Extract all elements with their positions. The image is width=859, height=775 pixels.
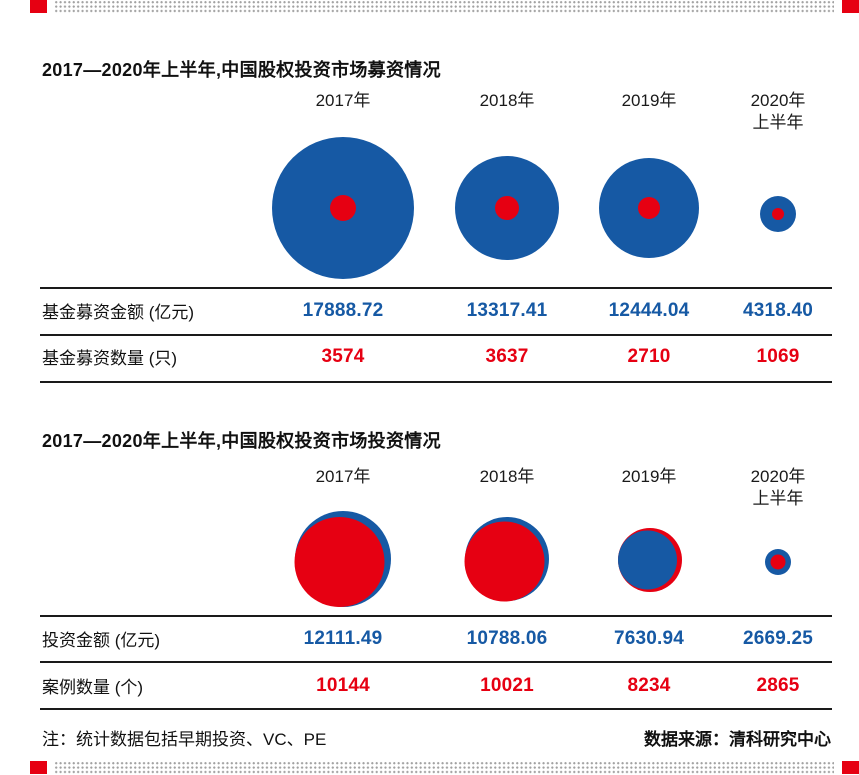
- case-count-value-2017: 10144: [316, 675, 370, 696]
- year-label: 2017年: [315, 91, 371, 110]
- column-header-2020: 2020年上半年: [751, 466, 806, 510]
- divider: [40, 661, 832, 663]
- invest-amount-value-2020: 2669.25: [742, 628, 814, 649]
- bottom-dotted-border: [0, 761, 859, 774]
- fund-amount-value-2020: 4318.40: [742, 300, 814, 321]
- invest-count-bubble-2020: [770, 554, 786, 570]
- red-square-icon: [842, 761, 859, 774]
- footnote-source: 数据来源：清科研究中心: [644, 730, 831, 749]
- fund-count-bubble-2017: [330, 195, 356, 221]
- fund-count-value-2019: 2710: [627, 346, 671, 367]
- year-label: 2019年: [621, 467, 677, 486]
- year-label: 2020年: [750, 467, 806, 486]
- red-square-icon: [30, 761, 47, 774]
- column-header-2017: 2017年: [316, 90, 371, 112]
- invest-amount-value-2017: 12111.49: [303, 628, 383, 649]
- year-label: 2019年: [621, 91, 677, 110]
- top-dotted-border: [0, 0, 859, 13]
- dot-pattern: [54, 0, 834, 13]
- fund-amount-value-2019: 12444.04: [608, 300, 690, 321]
- divider: [40, 287, 832, 289]
- invest-amount-row-label: 投资金额 (亿元): [42, 631, 161, 650]
- case-count-row-label: 案例数量 (个): [42, 678, 144, 697]
- fund-count-bubble-2018: [495, 196, 519, 220]
- case-count-value-2020: 2865: [756, 675, 800, 696]
- fund-count-row-label: 基金募资数量 (只): [42, 349, 178, 368]
- year-label: 2018年: [479, 467, 535, 486]
- column-header-2018: 2018年: [480, 466, 535, 488]
- column-header-2019: 2019年: [622, 90, 677, 112]
- red-square-icon: [30, 0, 47, 13]
- section1-title: 2017—2020年上半年,中国股权投资市场募资情况: [42, 59, 441, 80]
- investment-bubble-chart: [294, 511, 791, 607]
- year-label: 2017年: [315, 467, 371, 486]
- case-count-value-2018: 10021: [480, 675, 534, 696]
- fundraising-bubble-chart: [272, 137, 796, 279]
- fund-amount-value-2017: 17888.72: [302, 300, 384, 321]
- column-header-2017: 2017年: [316, 466, 371, 488]
- divider: [40, 708, 832, 710]
- case-count-value-2019: 8234: [627, 675, 671, 696]
- divider: [40, 381, 832, 383]
- invest-count-bubble-2018: [464, 521, 545, 602]
- red-square-icon: [842, 0, 859, 13]
- year-label: 2020年: [750, 91, 806, 110]
- year-label: 2018年: [479, 91, 535, 110]
- invest-amount-bubble-2019: [618, 530, 677, 590]
- fund-count-value-2018: 3637: [485, 346, 529, 367]
- dot-pattern: [54, 761, 834, 774]
- invest-amount-value-2018: 10788.06: [466, 628, 548, 649]
- column-header-2018: 2018年: [480, 90, 535, 112]
- column-header-2019: 2019年: [622, 466, 677, 488]
- invest-count-bubble-2017: [294, 517, 385, 607]
- divider: [40, 334, 832, 336]
- fund-amount-row-label: 基金募资金额 (亿元): [42, 303, 195, 322]
- half-year-label: 上半年: [752, 113, 804, 132]
- column-header-2020: 2020年上半年: [751, 90, 806, 134]
- fund-count-value-2020: 1069: [756, 346, 800, 367]
- fund-amount-value-2018: 13317.41: [466, 300, 548, 321]
- fund-count-value-2017: 3574: [321, 346, 365, 367]
- half-year-label: 上半年: [752, 489, 804, 508]
- section2-title: 2017—2020年上半年,中国股权投资市场投资情况: [42, 430, 441, 451]
- invest-amount-value-2019: 7630.94: [613, 628, 685, 649]
- fund-count-bubble-2020: [772, 208, 784, 220]
- footnote-scope: 注：统计数据包括早期投资、VC、PE: [42, 730, 327, 749]
- divider: [40, 615, 832, 617]
- fund-count-bubble-2019: [638, 197, 660, 219]
